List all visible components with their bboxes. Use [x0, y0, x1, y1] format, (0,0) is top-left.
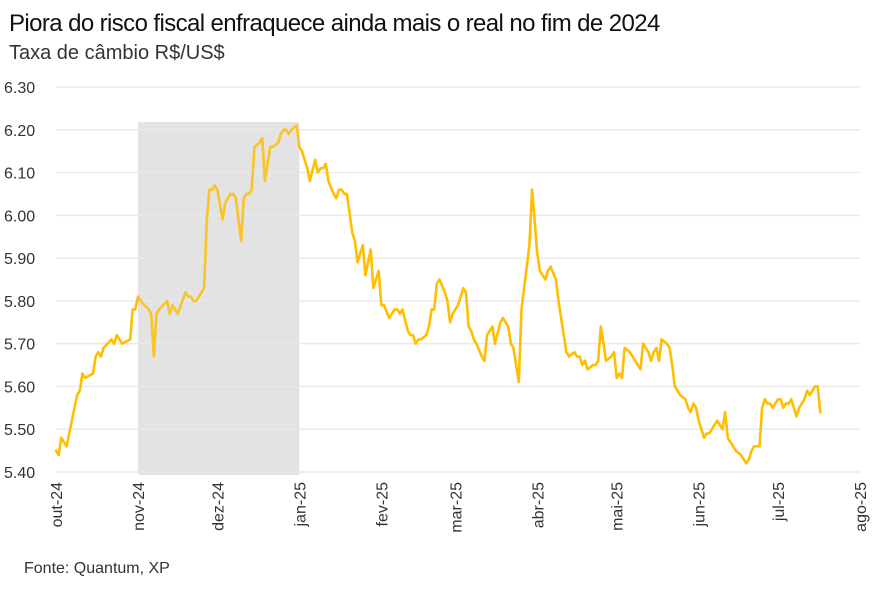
- y-tick-label: 5.50: [4, 422, 35, 439]
- series-layer: [54, 122, 822, 475]
- y-tick-label: 6.00: [4, 208, 35, 225]
- x-tick-label: out-24: [49, 482, 66, 527]
- y-tick-label: 6.20: [4, 123, 35, 140]
- chart-title: Piora do risco fiscal enfraquece ainda m…: [9, 10, 660, 37]
- x-axis-ticks: out-24 nov-24 dez-24 jan-25 fev-25 mar-25 abr-…: [49, 482, 870, 533]
- y-tick-label: 6.30: [4, 80, 35, 97]
- x-tick-label: mai-25: [610, 482, 627, 531]
- chart-subtitle: Taxa de câmbio R$/US$: [9, 42, 225, 64]
- y-tick-label: 5.40: [4, 465, 35, 482]
- highlight-overlay: [137, 122, 300, 475]
- x-tick-label: jun-25: [692, 482, 709, 528]
- x-tick-label: abr-25: [530, 482, 547, 528]
- highlight-band: [137, 122, 300, 475]
- series-line: [54, 124, 822, 465]
- x-tick-label: ago-25: [853, 482, 870, 532]
- x-tick-label: nov-24: [131, 482, 148, 531]
- chart-source: Fonte: Quantum, XP: [24, 560, 170, 577]
- x-tick-label: jan-25: [292, 482, 309, 528]
- x-tick-label: fev-25: [374, 482, 391, 527]
- highlight-layer: [137, 122, 300, 475]
- y-axis-ticks: 6.30 6.20 6.10 6.00 5.90 5.80 5.70 5.60 5.50 5.40: [4, 80, 35, 482]
- x-tick-label: jul-25: [771, 482, 788, 522]
- x-tick-label: mar-25: [448, 482, 465, 533]
- y-tick-label: 5.70: [4, 337, 35, 354]
- y-tick-label: 5.80: [4, 294, 35, 311]
- y-tick-label: 6.10: [4, 166, 35, 183]
- y-tick-label: 5.60: [4, 379, 35, 396]
- x-tick-label: dez-24: [210, 482, 227, 531]
- y-tick-label: 5.90: [4, 251, 35, 268]
